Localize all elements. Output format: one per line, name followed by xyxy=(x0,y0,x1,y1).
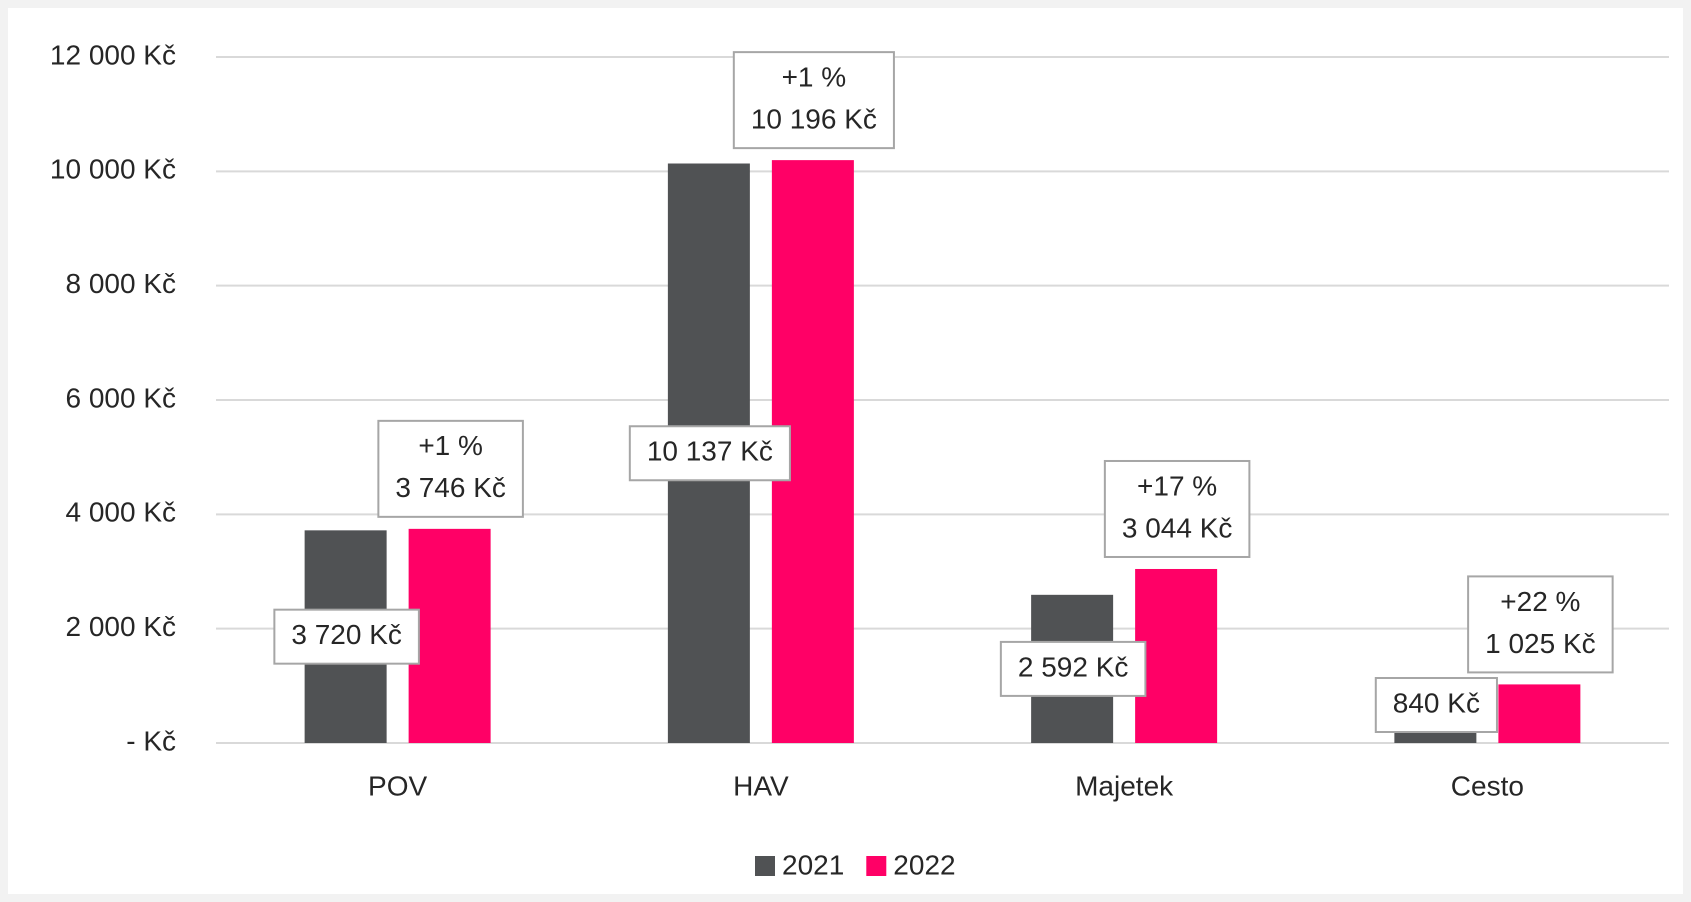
label-text: +22 % xyxy=(1500,586,1580,617)
x-tick-label: Cesto xyxy=(1451,770,1524,801)
data-label: 10 137 Kč xyxy=(628,425,791,482)
x-tick-label: Majetek xyxy=(1075,770,1174,801)
bar xyxy=(408,528,491,743)
y-tick-label: 2 000 Kč xyxy=(65,611,176,642)
label-text: 2 592 Kč xyxy=(1018,651,1129,682)
y-tick-label: 12 000 Kč xyxy=(50,39,176,70)
data-label: 2 592 Kč xyxy=(999,640,1147,697)
label-box xyxy=(999,640,1147,697)
label-box xyxy=(732,51,895,150)
bar xyxy=(1498,684,1581,743)
label-box xyxy=(1374,677,1498,733)
x-tick-label: HAV xyxy=(733,770,789,801)
data-label: +1 % 10 196 Kč xyxy=(732,51,895,150)
label-box xyxy=(1103,459,1251,558)
legend-swatch xyxy=(866,856,887,876)
label-box xyxy=(1467,575,1614,674)
label-text: 840 Kč xyxy=(1393,687,1480,718)
data-label: 840 Kč xyxy=(1374,677,1498,733)
label-text: +1 % xyxy=(418,430,483,461)
data-label: 3 720 Kč xyxy=(273,608,420,665)
label-text: 10 196 Kč xyxy=(751,104,877,135)
y-tick-label: 4 000 Kč xyxy=(65,497,176,528)
label-box xyxy=(628,425,791,482)
x-tick-label: POV xyxy=(368,770,427,801)
legend-swatch xyxy=(755,856,775,876)
label-box xyxy=(273,608,420,665)
label-text: +1 % xyxy=(782,62,847,93)
legend-label: 2022 xyxy=(893,849,955,880)
data-label: +22 % 1 025 Kč xyxy=(1467,575,1614,674)
label-text: 3 746 Kč xyxy=(395,472,506,503)
label-text: +17 % xyxy=(1137,470,1217,501)
y-tick-label: 8 000 Kč xyxy=(65,268,176,299)
label-text: 10 137 Kč xyxy=(647,436,773,467)
data-label: +1 % 3 746 Kč xyxy=(377,419,524,518)
label-text: 1 025 Kč xyxy=(1485,628,1596,659)
legend-label: 2021 xyxy=(782,849,844,880)
label-text: 3 720 Kč xyxy=(291,619,402,650)
label-text: 3 044 Kč xyxy=(1122,512,1233,543)
y-tick-label: 10 000 Kč xyxy=(50,154,176,185)
y-tick-label: - Kč xyxy=(126,725,176,756)
y-tick-label: 6 000 Kč xyxy=(65,382,176,413)
legend: 2021 2022 xyxy=(755,849,956,880)
data-label: +17 % 3 044 Kč xyxy=(1103,459,1251,558)
label-box xyxy=(377,419,524,518)
bar xyxy=(1135,568,1218,743)
